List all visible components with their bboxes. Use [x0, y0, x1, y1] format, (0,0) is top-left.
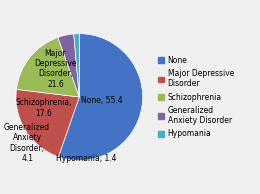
- Text: Generalized
Anxiety
Disorder,
4.1: Generalized Anxiety Disorder, 4.1: [4, 123, 50, 163]
- Text: Schizophrenia,
17.6: Schizophrenia, 17.6: [15, 99, 72, 118]
- Wedge shape: [16, 37, 79, 97]
- Text: Hypomania, 1.4: Hypomania, 1.4: [56, 154, 117, 163]
- Wedge shape: [58, 34, 143, 160]
- Wedge shape: [74, 34, 79, 97]
- Wedge shape: [16, 89, 79, 157]
- Text: None, 55.4: None, 55.4: [81, 96, 122, 105]
- Wedge shape: [58, 34, 79, 97]
- Text: Major
Depressive
Disorder,
21.6: Major Depressive Disorder, 21.6: [34, 48, 77, 89]
- Legend: None, Major Depressive
Disorder, Schizophrenia, Generalized
Anxiety Disorder, Hy: None, Major Depressive Disorder, Schizop…: [158, 56, 234, 138]
